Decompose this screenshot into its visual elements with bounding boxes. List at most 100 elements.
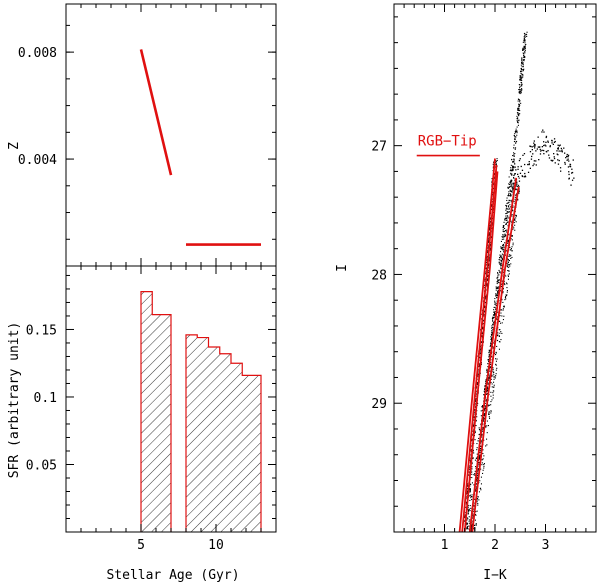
- star-point: [501, 322, 503, 324]
- star-point: [510, 206, 512, 208]
- star-point: [492, 370, 494, 372]
- star-point: [533, 145, 535, 147]
- star-point: [573, 177, 575, 179]
- star-point: [467, 518, 469, 520]
- star-point: [510, 263, 512, 265]
- star-point: [515, 188, 517, 190]
- star-point: [518, 89, 520, 91]
- star-point: [488, 233, 490, 235]
- star-point: [496, 297, 498, 299]
- star-point: [473, 419, 475, 421]
- star-point: [514, 131, 516, 133]
- star-point: [490, 341, 492, 343]
- star-point: [514, 133, 516, 135]
- star-point: [568, 160, 570, 162]
- star-point: [510, 194, 512, 196]
- star-point: [504, 227, 506, 229]
- star-point: [523, 58, 525, 60]
- star-point: [529, 151, 532, 153]
- star-point: [514, 219, 516, 221]
- star-point: [471, 463, 473, 465]
- star-point: [500, 263, 502, 265]
- star-point: [507, 270, 509, 272]
- star-point: [499, 315, 501, 317]
- star-point: [513, 144, 515, 146]
- star-point: [518, 84, 520, 86]
- star-point: [500, 290, 502, 292]
- star-point: [515, 215, 517, 217]
- star-point: [515, 185, 517, 187]
- star-point: [510, 201, 512, 203]
- cmd-ytick-label: 28: [371, 268, 387, 283]
- star-point: [501, 283, 503, 285]
- star-point: [491, 208, 493, 210]
- sfr-ylabel: SFR (arbitrary unit): [7, 322, 22, 479]
- star-point: [468, 528, 470, 530]
- star-point: [514, 153, 516, 155]
- star-point: [523, 32, 525, 34]
- star-point: [485, 301, 487, 303]
- star-point: [466, 517, 468, 519]
- star-point: [489, 247, 491, 249]
- star-point: [479, 457, 481, 459]
- star-point: [488, 416, 490, 418]
- star-point: [481, 436, 483, 438]
- star-point: [518, 119, 520, 121]
- star-point: [537, 136, 539, 138]
- star-point: [503, 243, 505, 245]
- star-point: [505, 206, 507, 208]
- star-point: [493, 306, 495, 308]
- star-point: [497, 291, 499, 293]
- star-point: [474, 459, 476, 461]
- star-point: [541, 131, 543, 133]
- star-point: [518, 177, 520, 179]
- star-point: [498, 271, 500, 273]
- rgb-tip-label: RGB−Tip: [418, 134, 477, 150]
- star-point: [505, 234, 507, 236]
- star-point: [487, 387, 489, 389]
- star-point: [522, 74, 524, 76]
- star-point: [528, 161, 530, 163]
- star-point: [472, 457, 474, 459]
- star-point: [471, 439, 473, 441]
- star-point: [479, 487, 481, 489]
- star-point: [509, 255, 511, 257]
- star-point: [478, 428, 480, 430]
- star-point: [488, 383, 490, 385]
- star-point: [511, 214, 513, 216]
- star-point: [507, 225, 509, 227]
- star-point: [519, 100, 521, 102]
- star-point: [496, 318, 498, 320]
- star-point: [470, 449, 472, 451]
- star-point: [515, 169, 517, 171]
- star-point: [511, 235, 513, 237]
- star-point: [485, 393, 487, 395]
- star-point: [483, 390, 485, 392]
- star-point: [479, 452, 481, 454]
- star-point: [481, 430, 483, 432]
- star-point: [521, 169, 524, 171]
- star-point: [468, 510, 470, 512]
- star-point: [506, 215, 508, 217]
- star-point: [509, 199, 511, 201]
- star-point: [509, 189, 511, 191]
- star-point: [518, 103, 520, 105]
- star-point: [508, 255, 510, 257]
- star-point: [507, 275, 509, 277]
- star-point: [490, 236, 492, 238]
- star-point: [492, 192, 494, 194]
- star-point: [493, 311, 495, 313]
- sfr-ytick-label: 0.1: [34, 391, 57, 406]
- star-point: [501, 280, 503, 282]
- star-point: [497, 280, 499, 282]
- star-point: [477, 496, 479, 498]
- star-point: [472, 430, 474, 432]
- star-point: [510, 249, 512, 251]
- star-point: [466, 524, 468, 526]
- star-point: [549, 145, 551, 147]
- star-point: [486, 259, 488, 261]
- star-point: [496, 318, 498, 320]
- star-point: [518, 180, 521, 182]
- star-point: [519, 79, 521, 81]
- star-point: [569, 163, 571, 165]
